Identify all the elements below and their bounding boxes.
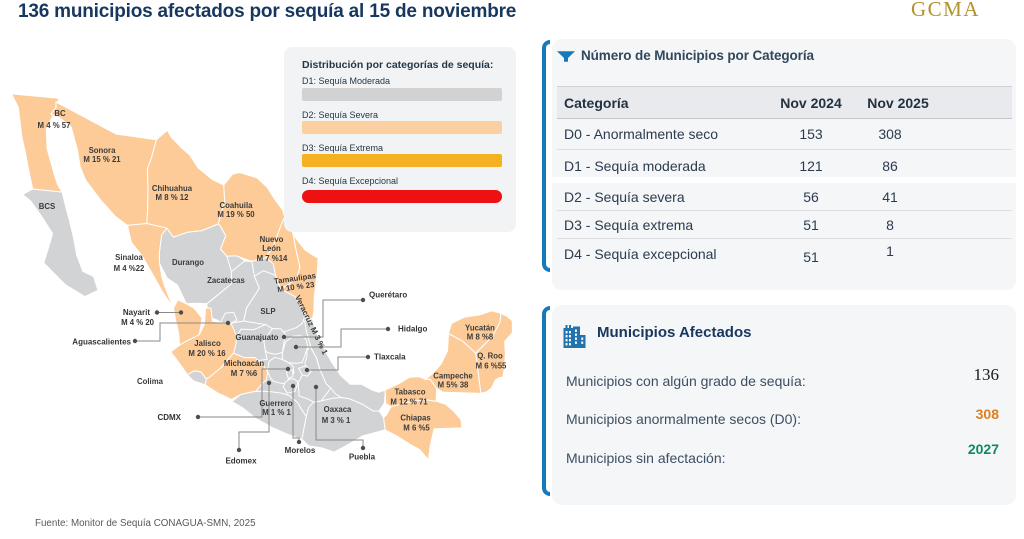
- svg-text:Querétaro: Querétaro: [369, 291, 407, 300]
- svg-text:M 4 % 20: M 4 % 20: [121, 318, 155, 327]
- svg-text:Guerrero: Guerrero: [259, 399, 293, 408]
- svg-text:M 8 % 12: M 8 % 12: [156, 193, 190, 202]
- svg-text:Sinaloa: Sinaloa: [115, 253, 143, 262]
- svg-text:M 6 %55: M 6 %55: [476, 362, 507, 371]
- svg-text:Coahuila: Coahuila: [220, 201, 254, 210]
- svg-text:M 20 % 16: M 20 % 16: [188, 349, 226, 358]
- svg-text:Tabasco: Tabasco: [394, 388, 425, 397]
- svg-text:Colima: Colima: [137, 377, 164, 386]
- svg-text:Morelos: Morelos: [285, 446, 316, 455]
- svg-text:Yucatán: Yucatán: [465, 324, 495, 333]
- svg-text:Chihuahua: Chihuahua: [152, 184, 193, 193]
- svg-text:Puebla: Puebla: [349, 453, 376, 462]
- svg-text:M 12 % 71: M 12 % 71: [390, 398, 428, 407]
- svg-text:Zacatecas: Zacatecas: [207, 276, 245, 285]
- svg-text:Jalisco: Jalisco: [194, 339, 221, 348]
- svg-text:M 7 %14: M 7 %14: [257, 254, 288, 263]
- svg-text:Guanajuato: Guanajuato: [236, 333, 279, 342]
- svg-text:M 3 % 1: M 3 % 1: [322, 416, 351, 425]
- svg-text:CDMX: CDMX: [157, 413, 181, 422]
- svg-text:M 8 %8: M 8 %8: [467, 333, 494, 342]
- svg-text:Q. Roo: Q. Roo: [477, 352, 503, 361]
- svg-text:M 4 % 57: M 4 % 57: [38, 121, 71, 130]
- svg-text:Durango: Durango: [172, 258, 204, 267]
- svg-text:Edomex: Edomex: [225, 457, 257, 466]
- svg-text:Tlaxcala: Tlaxcala: [374, 353, 406, 362]
- svg-text:M 15 % 21: M 15 % 21: [83, 155, 121, 164]
- svg-text:M 1 % 1: M 1 % 1: [262, 408, 291, 417]
- svg-text:Nayarit: Nayarit: [123, 308, 150, 317]
- svg-text:Oaxaca: Oaxaca: [324, 405, 352, 414]
- svg-text:BCS: BCS: [39, 202, 55, 211]
- svg-text:M 6 %5: M 6 %5: [403, 424, 430, 433]
- svg-text:Hidalgo: Hidalgo: [398, 325, 427, 334]
- svg-text:M 19 % 50: M 19 % 50: [217, 210, 255, 219]
- svg-text:Nuevo: Nuevo: [260, 235, 284, 244]
- svg-text:Sonora: Sonora: [89, 146, 117, 155]
- svg-text:Campeche: Campeche: [433, 372, 473, 381]
- svg-text:Aguascalientes: Aguascalientes: [72, 338, 131, 347]
- svg-text:M 7 %6: M 7 %6: [231, 369, 258, 378]
- svg-text:M 4 %22: M 4 %22: [114, 264, 145, 273]
- svg-text:SLP: SLP: [260, 307, 275, 316]
- svg-text:Michoacán: Michoacán: [224, 359, 265, 368]
- svg-text:BC: BC: [54, 109, 66, 118]
- svg-text:M 5% 38: M 5% 38: [438, 381, 469, 390]
- svg-text:Chiapas: Chiapas: [400, 414, 431, 423]
- svg-text:León: León: [262, 244, 281, 253]
